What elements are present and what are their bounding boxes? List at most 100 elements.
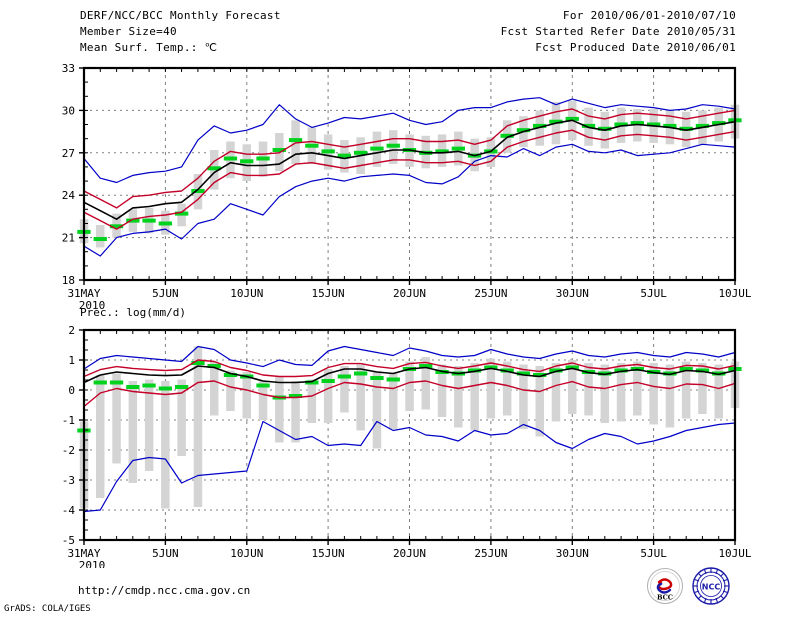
- range-bar: [372, 372, 382, 449]
- median-marker: [126, 385, 140, 389]
- range-bar: [323, 369, 333, 423]
- median-marker: [516, 128, 531, 133]
- precipitation-plot: -5 -4 -3 -2 -1 0 1 2 31MAY 5JUN 10JUN 15JUN 20JUN 25J…: [62, 324, 752, 568]
- y-axis-tick-label: -4: [62, 504, 76, 517]
- forecast-period-label: For 2010/06/01-2010/07/10: [562, 9, 736, 22]
- range-bar: [421, 357, 430, 410]
- median-marker: [321, 379, 335, 383]
- median-marker: [565, 116, 579, 121]
- y-axis-tick-label: -5: [62, 534, 75, 547]
- median-marker: [223, 156, 238, 161]
- median-marker: [695, 123, 710, 128]
- median-marker: [533, 123, 547, 128]
- median-marker: [158, 386, 172, 391]
- median-marker: [679, 367, 693, 371]
- range-bar: [340, 366, 349, 413]
- median-marker: [337, 153, 351, 158]
- range-bar: [193, 346, 203, 507]
- range-bar: [144, 379, 154, 471]
- axis-ticks: [79, 67, 736, 285]
- member-size-label: Member Size=40: [80, 25, 177, 38]
- y-axis-tick-label: 0: [68, 384, 75, 397]
- median-marker: [598, 126, 612, 131]
- median-marker: [647, 122, 661, 127]
- x-axis-tick-label: 31MAY: [67, 547, 100, 560]
- median-marker: [679, 126, 693, 131]
- x-axis-tick-label: 25JUN: [474, 287, 507, 300]
- range-bar: [470, 363, 479, 431]
- y-axis-tick-label: -3: [62, 474, 75, 487]
- x-axis-tick-label: 20JUN: [393, 287, 426, 300]
- range-bar: [258, 381, 268, 420]
- inner-percentile-high-line: [83, 108, 736, 209]
- median-marker: [370, 376, 384, 380]
- y-axis-tick-label: -1: [62, 414, 75, 427]
- y-axis-tick-label: 21: [62, 232, 75, 245]
- bcc-logo-text: BCC: [657, 594, 673, 602]
- temperature-panel: 18 21 24 27 30 33 31MAY 5JUN 10JUN 15JUN 20JUN 25JU…: [62, 62, 752, 310]
- median-marker: [712, 121, 726, 126]
- range-bar: [600, 364, 610, 423]
- range-bar: [649, 363, 658, 425]
- median-marker: [223, 373, 238, 377]
- range-bar: [486, 358, 496, 419]
- svg-temp-root: 18 21 24 27 30 33 31MAY 5JUN 10JUN 15JUN 20JUN 25JU…: [62, 62, 752, 310]
- ensemble-mean-line: [83, 365, 736, 384]
- median-marker: [109, 224, 124, 229]
- median-marker: [500, 133, 514, 138]
- median-marker: [695, 368, 710, 373]
- range-bar: [96, 224, 105, 248]
- median-marker: [614, 368, 628, 373]
- x-axis-tick-label: 5JUN: [152, 547, 179, 560]
- median-marker: [549, 119, 563, 124]
- x-axis-tick-label: 31MAY: [67, 287, 100, 300]
- x-axis-tick-label: 30JUN: [556, 547, 589, 560]
- median-marker: [93, 237, 107, 241]
- median-marker: [175, 385, 189, 389]
- range-bar: [519, 364, 528, 429]
- range-bar: [437, 364, 447, 417]
- y-axis-tick-label: 24: [62, 189, 76, 202]
- range-bar: [128, 381, 138, 483]
- range-bar: [535, 366, 544, 437]
- median-marker: [337, 374, 351, 379]
- median-marker: [272, 148, 286, 152]
- range-bar: [242, 372, 251, 419]
- median-marker: [533, 373, 547, 377]
- median-marker: [256, 383, 270, 388]
- median-marker: [484, 365, 498, 370]
- x-axis-tick-label: 10JUL: [718, 287, 751, 300]
- median-marker: [386, 377, 400, 382]
- axis-ticks: [79, 329, 736, 545]
- range-bar: [681, 361, 691, 419]
- median-marker: [288, 394, 303, 398]
- inner-percentile-high-line: [83, 359, 736, 378]
- outer-percentile-high-line: [83, 97, 736, 184]
- temperature-plot: 18 21 24 27 30 33 31MAY 5JUN 10JUN 15JUN 20JUN 25JU…: [62, 62, 752, 310]
- x-axis-tick-label: 10JUN: [230, 547, 263, 560]
- median-marker: [565, 365, 579, 370]
- x-axis-year-label: 2010: [79, 559, 106, 568]
- range-bar: [633, 361, 642, 416]
- logo-group: BCC N: [645, 566, 735, 606]
- y-axis-tick-label: 33: [62, 62, 75, 75]
- median-marker: [354, 371, 368, 376]
- range-bar: [177, 379, 186, 456]
- precipitation-panel: -5 -4 -3 -2 -1 0 1 2 31MAY 5JUN 10JUN 15JUN 20JUN 25J…: [0, 318, 800, 568]
- median-marker: [419, 364, 433, 368]
- median-marker: [142, 218, 156, 223]
- range-bar: [291, 381, 300, 443]
- x-axis-tick-label: 5JUN: [152, 287, 179, 300]
- website-url[interactable]: http://cmdp.ncc.cma.gov.cn: [78, 584, 251, 597]
- median-marker: [207, 166, 221, 171]
- range-bar: [714, 364, 723, 419]
- median-marker: [598, 371, 612, 376]
- median-marker: [175, 211, 189, 216]
- x-axis-tick-label: 5JUL: [640, 547, 667, 560]
- x-axis-tick-label: 15JUN: [312, 287, 345, 300]
- range-bar: [226, 370, 235, 411]
- x-axis-tick-label: 20JUN: [393, 547, 426, 560]
- median-marker: [451, 146, 465, 151]
- median-marker: [142, 383, 156, 388]
- median-marker: [614, 122, 628, 127]
